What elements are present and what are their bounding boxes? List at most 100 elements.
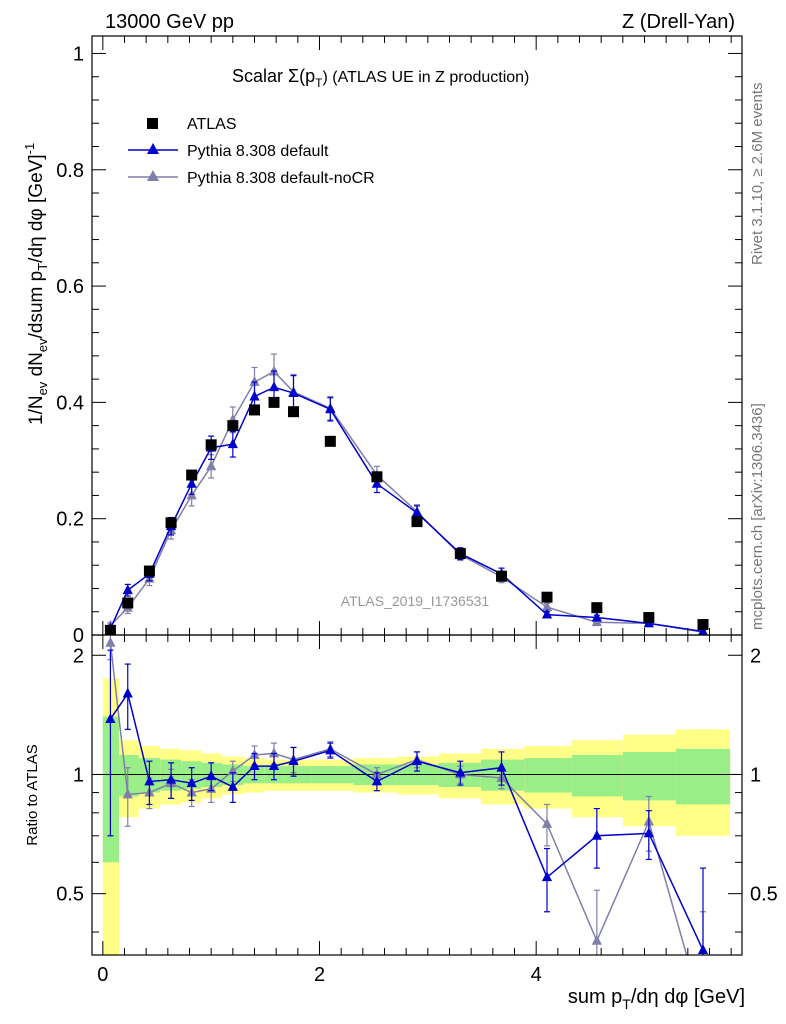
data-point-atlas — [227, 420, 239, 432]
ratio-tick-label-left: 2 — [73, 645, 84, 667]
data-point-atlas — [122, 597, 134, 609]
data-point-default — [371, 477, 383, 488]
ratio-frame — [91, 634, 743, 956]
main-plot — [104, 353, 709, 635]
ratio-point-default — [165, 773, 177, 784]
chart-title: Scalar Σ(pT) (ATLAS UE in Z production) — [232, 66, 529, 90]
axes: 0 2 400.20.40.60.810.5 0.51 12 2 — [56, 35, 778, 986]
ratio-tick-label-right: 0.5 — [750, 884, 778, 906]
y-tick-label: 0.4 — [56, 392, 84, 414]
ratio-point-default — [144, 775, 155, 786]
legend-marker-atlas — [147, 118, 158, 129]
y-axis-label: 1/Nev dNev/dsum pT/dη dφ [GeV]-1 — [22, 143, 50, 425]
data-point-default — [227, 438, 238, 449]
data-point-atlas — [324, 435, 336, 447]
data-point-atlas — [165, 517, 177, 529]
data-point-atlas — [104, 624, 116, 635]
ratio-band-inner — [119, 754, 139, 797]
y-tick-label: 0.6 — [56, 276, 84, 298]
data-point-atlas — [591, 602, 603, 614]
data-point-atlas — [186, 469, 198, 481]
ratio-point-default — [697, 944, 709, 955]
ratio-point-nocr — [105, 636, 116, 647]
ratio-tick-label-left: 1 — [73, 764, 84, 786]
ratio-point-default — [591, 829, 602, 840]
ratio-point-default — [249, 760, 260, 770]
ratio-point-default — [411, 755, 423, 766]
ratio-point-default — [206, 770, 217, 781]
ratio-y-axis-label: Ratio to ATLAS — [24, 744, 41, 845]
ratio-tick-label-right: 1 — [750, 764, 761, 786]
ratio-point-nocr — [698, 1007, 708, 1017]
data-point-atlas — [143, 565, 155, 577]
ratio-line-nocr — [109, 642, 688, 955]
y-tick-label: 1 — [73, 43, 84, 65]
ratio-point-default — [288, 755, 299, 766]
data-point-atlas — [697, 619, 709, 631]
data-point-default — [186, 477, 197, 488]
data-point-default — [268, 381, 280, 392]
ratio-tick-label-left: 0.5 — [56, 884, 84, 906]
data-point-atlas — [541, 591, 553, 603]
data-point-nocr — [249, 376, 260, 386]
data-point-nocr — [206, 460, 217, 471]
data-point-default — [325, 403, 336, 414]
data-point-default — [122, 584, 133, 595]
data-point-default — [698, 625, 708, 635]
chart-title-tail: ) (ATLAS UE in Z production) — [323, 69, 530, 86]
ratio-band-inner — [675, 748, 731, 805]
x-tick-label: 0 — [97, 964, 108, 986]
data-point-atlas — [288, 406, 299, 418]
legend-label-nocr: Pythia 8.308 default-noCR — [187, 170, 375, 187]
x-axis-label: sum pT/dη dφ [GeV] — [568, 986, 745, 1012]
ratio-band-inner — [571, 754, 623, 797]
data-point-default — [591, 611, 602, 622]
ratio-point-default — [268, 760, 280, 770]
ratio-point-default — [455, 766, 466, 777]
ratio-band-inner — [524, 758, 572, 793]
legend-marker-default — [147, 143, 159, 154]
data-point-default — [411, 506, 423, 517]
analysis-watermark: ATLAS_2019_I1736531 — [341, 593, 490, 609]
data-point-default — [249, 390, 260, 401]
ratio-plot — [92, 635, 742, 1017]
data-point-atlas — [411, 516, 423, 528]
legend-label-atlas: ATLAS — [187, 116, 237, 133]
chart-title-main: Scalar Σ(p — [232, 66, 315, 86]
legend-label-default: Pythia 8.308 default — [187, 143, 329, 160]
ratio-point-default — [186, 777, 197, 788]
ratio-point-default — [105, 713, 116, 723]
ratio-point-nocr — [268, 747, 280, 758]
ratio-point-default — [643, 827, 654, 838]
y-tick-label: 0.8 — [56, 160, 84, 182]
data-point-atlas — [371, 471, 383, 483]
legend-marker-nocr — [147, 170, 159, 181]
ratio-point-default — [371, 775, 383, 786]
ratio-tick-label-right: 2 — [750, 645, 761, 667]
ratio-point-nocr — [541, 817, 553, 828]
data-point-atlas — [496, 570, 507, 582]
ratio-point-default — [227, 780, 238, 791]
header-right-label: Z (Drell-Yan) — [622, 11, 735, 33]
data-point-atlas — [643, 612, 655, 624]
data-point-atlas — [249, 404, 260, 416]
data-point-default — [288, 387, 299, 397]
y-tick-label: 0 — [73, 625, 84, 647]
data-point-default — [541, 608, 553, 619]
x-tick-label: 2 — [314, 964, 325, 986]
mcplots-label: mcplots.cern.ch [arXiv:1306.3436] — [749, 403, 766, 630]
ratio-point-default — [122, 687, 133, 698]
ratio-point-nocr — [122, 788, 133, 799]
ratio-line-default — [109, 691, 704, 951]
legend: ATLAS Pythia 8.308 default Pythia 8.308 … — [128, 116, 375, 187]
ratio-uncertainty-bands — [102, 678, 731, 955]
ratio-band-inner — [622, 751, 676, 801]
data-point-nocr — [541, 601, 553, 611]
ratio-point-default — [325, 744, 336, 755]
data-point-atlas — [268, 396, 280, 408]
y-tick-label: 0.2 — [56, 509, 84, 531]
header-left-label: 13000 GeV pp — [105, 11, 234, 33]
x-tick-label: 4 — [531, 964, 542, 986]
ratio-point-nocr — [591, 934, 602, 945]
